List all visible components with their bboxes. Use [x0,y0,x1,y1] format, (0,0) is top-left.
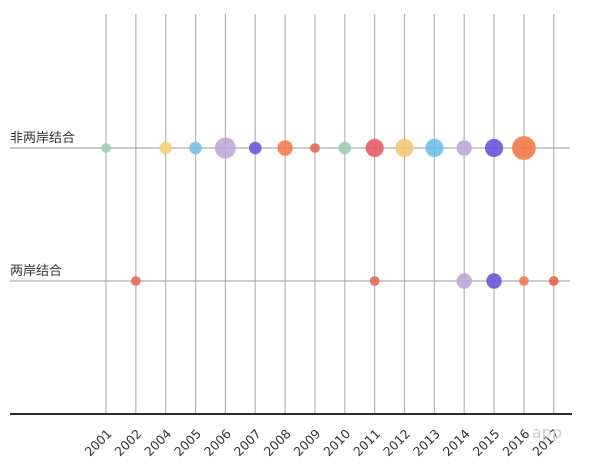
x-tick-2013: 2013 [410,426,443,459]
bubble-non-cross-strait-2006 [214,137,236,159]
bubble-non-cross-strait-2008 [277,140,293,156]
row-label-1: 两岸结合 [10,264,62,279]
x-tick-labels: 2001200220042005200620072008200920102011… [81,426,562,459]
bubble-cross-strait-2016 [519,276,529,286]
watermark-text: app [532,423,562,442]
bubble-cross-strait-2002 [130,276,141,286]
bubble-non-cross-strait-2004 [159,141,172,155]
x-tick-2007: 2007 [231,426,264,459]
x-tick-2010: 2010 [320,426,353,459]
bubble-non-cross-strait-2007 [248,141,262,155]
bubble-non-cross-strait-2016 [512,136,536,160]
bubble-non-cross-strait-2014 [456,140,472,156]
row-label-0: 非两岸结合 [10,131,75,146]
x-tick-2009: 2009 [290,426,323,459]
x-tick-2012: 2012 [380,426,413,459]
bubble-non-cross-strait-2010 [338,141,352,155]
x-tick-2005: 2005 [171,426,204,459]
x-tick-2011: 2011 [350,426,383,459]
x-tick-2016: 2016 [499,426,532,459]
bubble-cross-strait-2014 [456,273,472,289]
bubble-cross-strait-2015 [486,273,502,289]
bubbles [101,136,559,289]
x-tick-2008: 2008 [261,426,294,459]
x-tick-2004: 2004 [141,426,174,459]
x-tick-2014: 2014 [440,426,473,459]
bubble-non-cross-strait-2012 [395,138,414,158]
bubble-non-cross-strait-2005 [189,141,202,155]
x-tick-2006: 2006 [201,426,234,459]
grid-layer [105,14,555,414]
bubble-cross-strait-2017 [548,276,559,286]
x-tick-2015: 2015 [470,426,503,459]
bubble-cross-strait-2011 [369,276,380,286]
row-lines [10,147,570,282]
x-tick-2001: 2001 [81,426,114,459]
bubble-non-cross-strait-2011 [365,138,384,158]
bubble-non-cross-strait-2013 [425,138,444,158]
bubble-non-cross-strait-2015 [484,138,504,158]
bubble-non-cross-strait-2001 [101,143,111,153]
x-tick-2002: 2002 [111,426,144,459]
bubble-non-cross-strait-2009 [310,143,320,153]
